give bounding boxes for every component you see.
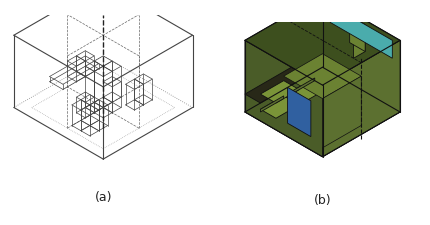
Polygon shape [330,5,392,59]
Polygon shape [322,77,361,148]
Polygon shape [261,81,299,104]
Polygon shape [288,88,311,137]
Polygon shape [292,79,315,95]
Polygon shape [338,17,365,32]
Polygon shape [350,17,365,52]
Text: (b): (b) [314,193,331,206]
Polygon shape [353,26,365,59]
Polygon shape [292,79,330,101]
Polygon shape [322,41,400,157]
Polygon shape [261,97,284,112]
Polygon shape [245,41,322,157]
Polygon shape [245,68,400,157]
Polygon shape [284,54,361,99]
Polygon shape [245,68,307,104]
Polygon shape [261,97,299,119]
Polygon shape [245,0,400,86]
Text: (a): (a) [95,190,112,203]
